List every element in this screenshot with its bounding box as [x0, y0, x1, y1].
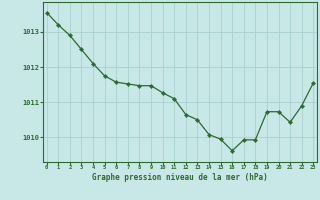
X-axis label: Graphe pression niveau de la mer (hPa): Graphe pression niveau de la mer (hPa)	[92, 173, 268, 182]
